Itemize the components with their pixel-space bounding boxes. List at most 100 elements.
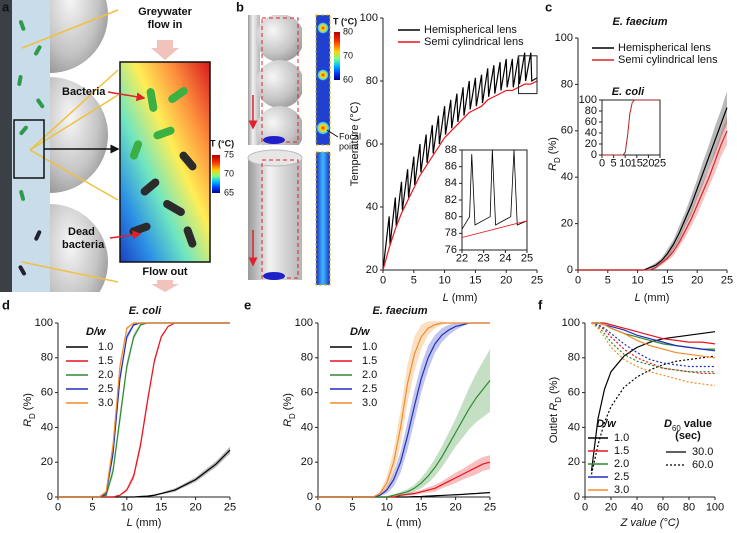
x-tick-label: 10 [631,274,643,286]
x-tick-label: 25 [721,274,733,286]
chart-title: E. coli [612,86,645,98]
y-axis-label: RD (%) [282,393,297,427]
x-tick-label: 20 [189,501,201,513]
x-tick-label: 5 [605,274,611,286]
x-tick-label: 20 [605,501,617,513]
legend-title-part: D [664,418,672,430]
legend-label: 1.5 [362,355,377,367]
cell [153,126,175,140]
x-tick-label: 24 [499,252,511,264]
cell [19,190,26,201]
y-axis-label-part: Temperature (°C) [349,102,361,186]
lens [50,77,108,193]
x-tick-label: 20 [449,501,461,513]
cell [179,151,197,171]
lens [50,204,108,292]
y-tick-label: 80 [301,352,313,364]
x-tick-label: 80 [683,501,695,513]
y-axis-label-part: D [554,397,563,403]
series-line [591,322,716,345]
series-line [591,322,715,373]
y-tick-label: 20 [301,456,313,468]
y-tick-label: 80 [568,352,580,364]
legend-title: D60 value (sec) [664,418,712,442]
y-tick-label: 40 [585,127,597,139]
panel-label: f [538,297,543,312]
zoom-box [518,55,538,95]
y-tick-label: 80 [585,105,597,117]
series-line [591,322,716,359]
y-axis-label: Temperature (°C) [349,102,361,186]
x-tick-label: 5 [611,157,617,169]
series-line [382,52,538,271]
colorbar-tick-label: 65 [224,187,234,197]
error-band [318,455,490,497]
cell [168,86,188,104]
y-tick-label: 40 [366,201,378,213]
x-tick-label: 20 [500,274,512,286]
chart-title: E. coli [129,305,162,317]
hot-spot [316,121,330,135]
y-tick-label: 100 [295,317,313,329]
legend-title: D/w [596,418,617,430]
pointer [109,230,142,240]
y-axis-label-part: D [288,413,297,419]
focal-point-label: Focal [339,131,361,141]
outlet [263,272,285,280]
x-tick-label: 15 [155,501,167,513]
y-tick-label: 76 [445,244,457,256]
legend-label: Semi cylindrical lens [424,36,524,48]
cell [34,230,42,241]
legend-title-part: (sec) [675,430,701,442]
colorbar-tick-label: 80 [343,26,353,36]
bacteria-cells [17,20,45,276]
x-tick-label: 25 [531,274,543,286]
chart-title: E. faecium [372,305,427,317]
x-axis-label-part: L [127,517,133,529]
x-axis-label-part: (mm) [449,292,478,304]
y-tick-label: 60 [366,138,378,150]
y-tick-label: 20 [561,218,573,230]
colorbar-title: T (°C) [333,16,357,26]
y-tick-label: 40 [561,171,573,183]
legend-label: Hemispherical lens [618,42,711,54]
legend-label: 3.0 [614,484,629,496]
y-axis-label: RD (%) [547,137,562,171]
x-tick-label: 0 [55,501,61,513]
cell [34,45,42,56]
y-tick-label: 0 [567,264,573,276]
x-tick-label: 0 [599,157,605,169]
lens [50,0,108,73]
y-tick-label: 40 [301,421,313,433]
outflow-arrow [151,280,179,292]
panel-label: e [244,297,251,312]
x-tick-label: 15 [469,274,481,286]
legend-label: 30.0 [692,446,713,458]
x-tick-label: 40 [631,501,643,513]
x-axis-label-part: Z value (°C) [620,517,680,529]
ray [21,261,119,283]
x-axis-label-part: (mm) [393,517,422,529]
legend-label: 1.0 [98,341,113,353]
bacteria-label: Bacteria [62,86,106,98]
y-tick-label: 0 [574,491,580,503]
schematic-b: T (°C) Focal point [247,14,361,286]
y-tick-label: 86 [445,161,457,173]
colorbar-tick-label: 60 [343,74,353,84]
x-tick-label: 10 [381,501,393,513]
series-line [590,355,716,475]
cell [163,200,185,216]
x-axis-label: L (mm) [635,292,670,304]
legend-label: 1.0 [362,341,377,353]
legend-title: D/w [350,326,371,338]
y-tick-label: 60 [301,387,313,399]
cell [18,265,26,276]
x-tick-label: 10 [619,157,631,169]
lens [256,60,302,108]
chart-title: E. faecium [612,16,667,28]
series-line [382,80,538,271]
legend-label: 60.0 [692,459,713,471]
cell [18,20,26,31]
ray [21,9,119,49]
lens-array [256,15,302,145]
